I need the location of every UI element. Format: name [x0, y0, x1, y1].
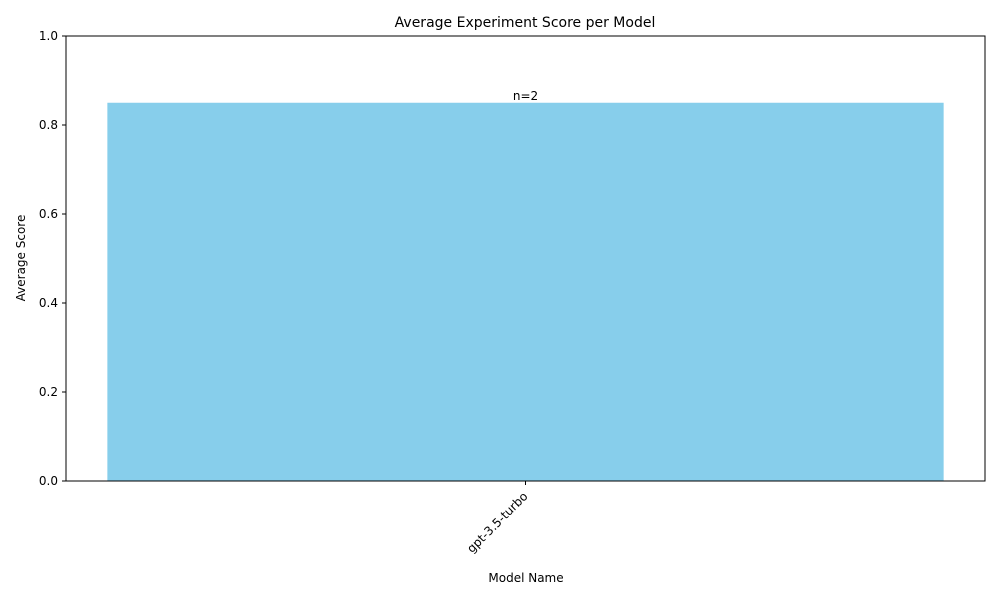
x-axis-label: Model Name: [488, 571, 563, 585]
bar-count-label: n=2: [513, 89, 538, 103]
y-axis-label: Average Score: [14, 215, 28, 302]
y-tick-label: 1.0: [39, 29, 58, 43]
y-tick-label: 0.4: [39, 296, 58, 310]
y-tick-label: 0.2: [39, 385, 58, 399]
y-tick-label: 0.8: [39, 118, 58, 132]
bars-group: n=2: [107, 89, 944, 481]
y-axis: 0.0 0.2 0.4 0.6 0.8 1.0: [39, 29, 66, 488]
x-axis: gpt-3.5-turbo: [464, 481, 531, 556]
bar: [107, 102, 944, 481]
x-tick-label: gpt-3.5-turbo: [464, 489, 530, 555]
plot-frame: [65, 35, 986, 482]
y-tick-label: 0.6: [39, 207, 58, 221]
y-tick-label: 0.0: [39, 474, 58, 488]
chart-title: Average Experiment Score per Model: [395, 15, 656, 31]
